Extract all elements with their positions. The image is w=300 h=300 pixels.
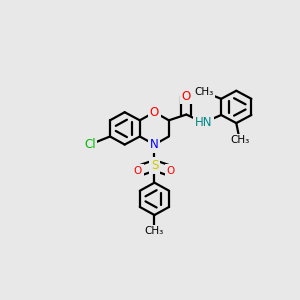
Text: N: N [150, 138, 159, 151]
Text: Cl: Cl [84, 138, 96, 151]
Text: O: O [134, 166, 142, 176]
Text: S: S [151, 159, 158, 172]
Text: CH₃: CH₃ [230, 135, 249, 146]
Text: O: O [167, 166, 175, 176]
Text: O: O [150, 106, 159, 119]
Text: CH₃: CH₃ [194, 87, 213, 97]
Text: CH₃: CH₃ [145, 226, 164, 236]
Text: O: O [182, 90, 191, 103]
Text: HN: HN [195, 116, 212, 129]
